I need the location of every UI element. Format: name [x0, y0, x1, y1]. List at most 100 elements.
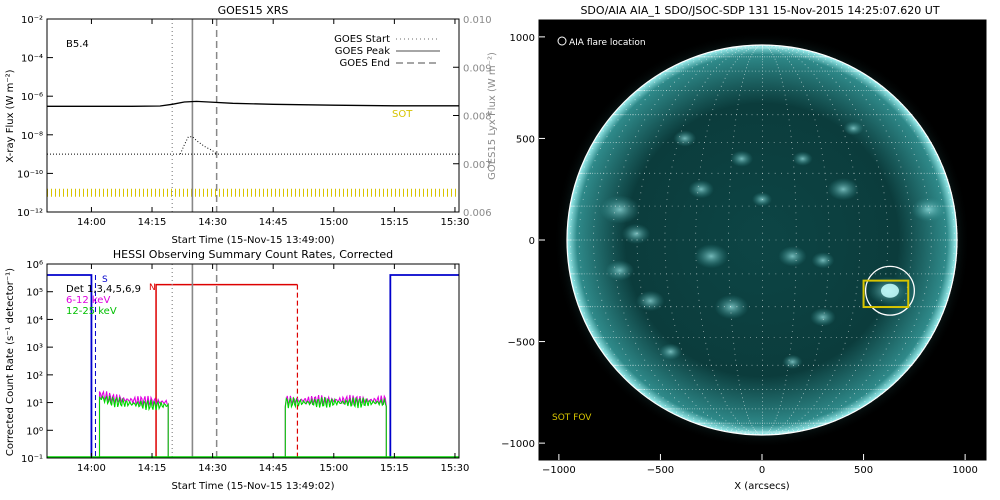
goes-right-tick-label: 0.007	[463, 160, 492, 171]
legend-goes-peak: GOES Peak	[335, 46, 390, 57]
goes-title: GOES15 XRS	[218, 4, 289, 17]
goes-x-tick-label: 14:00	[77, 217, 106, 228]
night-period	[47, 274, 93, 458]
aia-y-axis: 1000 500 0 −500 −1000	[501, 33, 545, 450]
hessi-y-tick-label: 10⁰	[26, 426, 43, 437]
goes-class-label: B5.4	[66, 39, 89, 50]
hessi-x-axis: 14:00 14:15 14:30 14:45 15:00 15:15 15:30	[77, 264, 469, 474]
active-region	[605, 260, 635, 281]
goes-panel: GOES15 XRS B5.4 SOT GOES Start GOES Peak…	[5, 4, 498, 246]
active-region	[621, 223, 651, 245]
aia-x-tick-label: −1000	[542, 465, 576, 476]
active-region	[778, 246, 807, 267]
goes-sot-label: SOT	[392, 109, 413, 120]
goes-y-tick-label: 10⁻²	[21, 15, 43, 26]
active-region	[911, 197, 946, 222]
aia-title: SDO/AIA AIA_1 SDO/JSOC-SDP 131 15-Nov-20…	[580, 4, 939, 17]
hessi-y-tick-label: 10³	[26, 343, 43, 354]
aia-x-axis: −1000 −500 0 500 1000	[542, 454, 978, 476]
saa-period	[155, 283, 298, 458]
active-region	[843, 121, 864, 136]
aia-y-tick-label: 1000	[510, 33, 535, 44]
aia-y-tick-label: −1000	[501, 439, 535, 450]
flare-legend-marker	[557, 36, 567, 46]
goes-y-tick-label: 10⁻¹⁰	[17, 169, 43, 180]
goes-legend: GOES Start GOES Peak GOES End	[334, 34, 440, 69]
aia-image	[554, 32, 970, 448]
aia-x-tick-label: 500	[854, 465, 873, 476]
aia-y-tick-label: −500	[508, 338, 535, 349]
hessi-series-0-segment	[98, 389, 169, 458]
goes-y-tick-label: 10⁻⁴	[21, 54, 43, 65]
sot-fov-label: SOT FOV	[552, 413, 592, 423]
active-region	[694, 244, 729, 269]
active-region	[827, 178, 859, 201]
active-region	[599, 195, 640, 224]
goes-x-tick-label: 14:45	[259, 217, 288, 228]
active-region	[714, 294, 749, 320]
hessi-y-label: Corrected Count Rate (s⁻¹ detector⁻¹)	[5, 268, 16, 456]
flare-brightening	[880, 283, 899, 298]
hessi-y-tick-label: 10²	[26, 371, 43, 382]
hessi-x-tick-label: 15:15	[380, 463, 409, 474]
goes-right-tick-label: 0.008	[463, 112, 492, 123]
active-region	[792, 151, 813, 166]
goes-y-label: X-ray Flux (W m⁻²)	[5, 69, 16, 162]
hessi-x-tick-label: 14:15	[138, 463, 167, 474]
hessi-x-tick-label: 14:00	[77, 463, 106, 474]
flare-location-circle	[864, 265, 915, 316]
goes-right-tick-label: 0.006	[463, 208, 492, 219]
sot-fov-box	[862, 279, 910, 309]
legend-det: Det 1,3,4,5,6,9	[66, 284, 141, 295]
legend-6-12: 6-12 keV	[66, 295, 110, 306]
goes-y-tick-label: 10⁻⁸	[21, 131, 43, 142]
active-region	[688, 180, 714, 199]
hessi-y-tick-label: 10⁶	[26, 260, 43, 271]
active-region	[673, 130, 697, 147]
hessi-series-0-segment	[284, 394, 387, 458]
goes-x-axis: 14:00 14:15 14:30 14:45 15:00 15:15 15:30	[77, 19, 469, 228]
goes-x-tick-label: 15:00	[319, 217, 348, 228]
active-region	[636, 290, 665, 312]
goes-y-label-right: GOES15 Lyx Flux (W m⁻²)	[487, 52, 498, 180]
hessi-x-tick-label: 15:00	[319, 463, 348, 474]
hessi-y-axis: 10⁶ 10⁵ 10⁴ 10³ 10² 10¹ 10⁰ 10⁻¹	[21, 260, 53, 465]
hessi-x-tick-label: 15:30	[441, 463, 470, 474]
goes-y-tick-label: 10⁻¹²	[17, 208, 43, 219]
goes-x-tick-label: 14:15	[138, 217, 167, 228]
goes-y-axis: 10⁻² 10⁻⁴ 10⁻⁶ 10⁻⁸ 10⁻¹⁰ 10⁻¹²	[17, 15, 53, 219]
solar-limb	[566, 44, 958, 436]
aia-panel: SDO/AIA AIA_1 SDO/JSOC-SDP 131 15-Nov-20…	[501, 4, 987, 492]
legend-goes-start: GOES Start	[334, 34, 390, 45]
flare-legend-text: AIA flare location	[569, 38, 646, 48]
hessi-y-tick-label: 10⁻¹	[21, 454, 43, 465]
hessi-series-1-segment	[98, 395, 169, 458]
hessi-panel: HESSI Observing Summary Count Rates, Cor…	[5, 248, 469, 492]
aia-x-label: X (arcsecs)	[734, 481, 790, 492]
goes-series-0	[47, 100, 459, 107]
goes-right-tick-label: 0.010	[463, 15, 492, 26]
goes-y-tick-label: 10⁻⁶	[21, 92, 43, 103]
aia-x-tick-label: 0	[759, 465, 765, 476]
hessi-y-tick-label: 10¹	[26, 399, 43, 410]
goes-x-tick-label: 15:15	[380, 217, 409, 228]
night-flag-label: S	[102, 275, 108, 285]
hessi-x-label: Start Time (15-Nov-15 13:49:02)	[171, 481, 334, 492]
legend-goes-end: GOES End	[340, 58, 390, 69]
hessi-x-tick-label: 14:45	[259, 463, 288, 474]
active-region	[810, 308, 836, 327]
active-region	[811, 252, 835, 269]
aia-y-tick-label: 500	[516, 134, 535, 145]
aia-x-tick-label: 1000	[952, 465, 977, 476]
goes-x-tick-label: 15:30	[441, 217, 470, 228]
hessi-y-tick-label: 10⁵	[26, 288, 43, 299]
goes-right-axis: 0.010 0.009 0.008 0.007 0.006	[453, 15, 492, 219]
aia-x-tick-label: −500	[647, 465, 674, 476]
night-period	[389, 274, 459, 458]
hessi-y-tick-label: 10⁴	[26, 315, 43, 326]
legend-12-25: 12-25 keV	[66, 306, 117, 317]
aia-y-tick-label: 0	[529, 236, 535, 247]
goes-right-tick-label: 0.009	[463, 63, 492, 74]
